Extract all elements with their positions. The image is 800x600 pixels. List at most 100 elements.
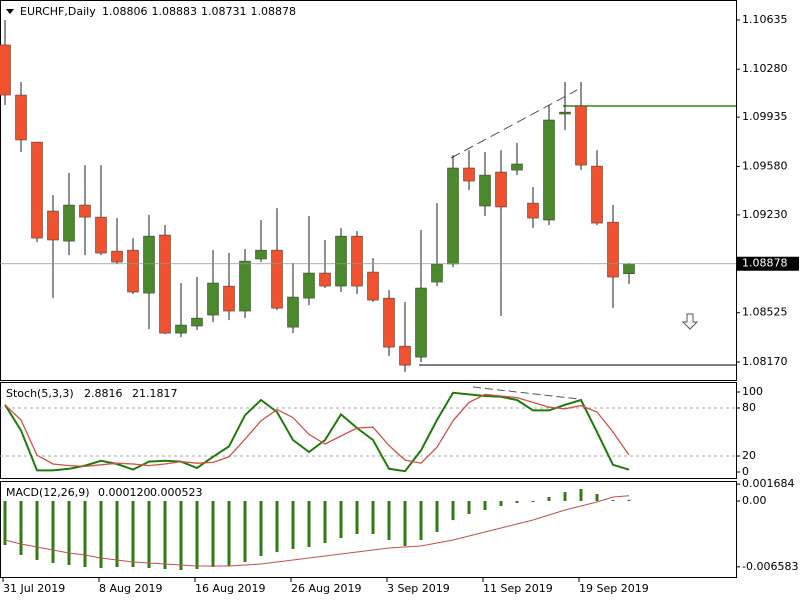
x-tick-label: 26 Aug 2019 [291,582,361,595]
macd-bar [435,501,439,532]
y-tick-label: 1.08170 [742,355,788,368]
candle-body [591,165,603,224]
candle-body [95,216,107,254]
macd-bar [195,501,199,569]
y-tick-label: 0.001684 [742,477,795,490]
candle-body [495,171,507,208]
macd-bar [19,501,23,555]
x-tick-label: 3 Sep 2019 [387,582,450,595]
macd-bar [339,501,343,538]
macd-bar [99,501,103,568]
macd-bar [403,501,407,546]
candle-body [287,296,299,328]
y-tick-label: 20 [742,449,756,462]
candle-body [159,234,171,334]
macd-bar [51,501,55,563]
macd-signal-line [4,495,630,567]
macd-bar [547,497,551,501]
menu-arrow[interactable] [6,9,14,14]
macd-bar [483,501,487,510]
macd-bar [531,501,535,502]
candle-body [191,317,203,327]
x-tick-label: 19 Sep 2019 [579,582,649,595]
candle-body [239,260,251,312]
y-tick-label: 1.09580 [742,159,788,172]
macd-bar [259,501,263,556]
macd-bar [131,501,135,567]
candle-body [15,94,27,141]
macd-bar [83,501,87,567]
macd-bar [467,501,471,514]
y-tick-label: 1.10280 [742,62,788,75]
stoch-main-value: 2.8816 [84,387,123,400]
candle-body [399,345,411,366]
macd-bar [371,501,375,534]
x-tick-label: 11 Sep 2019 [483,582,553,595]
stoch-trend-line [472,386,580,400]
candle-body [367,271,379,301]
candle-body [207,282,219,316]
y-tick-label: -0.006583 [742,560,798,573]
macd-bar [627,499,631,501]
ohlc-value: 1.08883 [152,5,198,18]
stoch-pane [0,382,737,479]
macd-title: MACD(12,26,9) [6,486,90,499]
macd-signal-value: 0.000523 [150,486,203,499]
macd-bar [387,501,391,540]
macd-bar [227,501,231,566]
macd-bar [515,501,519,503]
macd-bar [499,501,503,506]
y-tick-label: 80 [742,401,756,414]
candle-body [479,174,491,207]
y-tick-label: 0 [742,465,749,478]
y-tick-label: 1.09230 [742,208,788,221]
macd-bar [307,501,311,547]
macd-bar [147,501,151,568]
candle-body [575,105,587,166]
ohlc-value: 1.08806 [102,5,148,18]
candle-body [271,249,283,309]
candle-body [127,249,139,293]
y-tick-label: 1.08525 [742,306,788,319]
candle-body [143,235,155,294]
macd-bar [355,501,359,534]
macd-bar [419,501,423,540]
candle-body [463,167,475,182]
macd-bar [579,489,583,501]
candle-body [415,287,427,358]
macd-bar [243,501,247,562]
candle-body [383,297,395,348]
stoch-line [4,393,630,468]
pane-borders [0,0,737,578]
symbol-title: EURCHF,Daily [20,5,96,18]
candle-body [303,272,315,299]
y-tick-label: 100 [742,385,763,398]
candle-body [31,141,43,239]
candle-body [431,263,443,283]
macd-bar [3,501,7,545]
candle-body [527,202,539,219]
macd-value: 0.000120 [98,486,151,499]
candle-body [351,235,363,287]
macd-bar [211,501,215,567]
sell-arrow [681,313,699,330]
x-tick-label: 31 Jul 2019 [3,582,65,595]
trend-line [450,89,578,159]
candle-body [63,204,75,242]
macd-bar [291,501,295,549]
candle-body [511,163,523,171]
macd-bar [611,500,615,501]
candle-body [223,285,235,312]
macd-bar [275,501,279,552]
y-tick-label: 1.10635 [742,13,788,26]
macd-bar [35,501,39,560]
ohlc-value: 1.08731 [201,5,247,18]
stoch-title: Stoch(5,3,3) [6,387,74,400]
main-pane [0,0,737,381]
candle-body [47,210,59,241]
candle-body [0,44,11,96]
macd-bar [595,494,599,501]
candle-body [607,221,619,278]
